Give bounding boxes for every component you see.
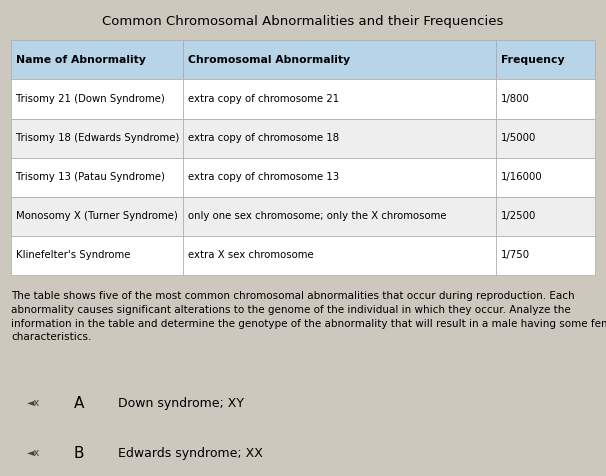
FancyBboxPatch shape [11, 197, 183, 236]
FancyBboxPatch shape [11, 119, 183, 158]
FancyBboxPatch shape [496, 79, 595, 119]
Text: 1/800: 1/800 [501, 94, 530, 104]
FancyBboxPatch shape [183, 158, 496, 197]
Text: 1/750: 1/750 [501, 250, 530, 260]
Text: Edwards syndrome; XX: Edwards syndrome; XX [118, 446, 263, 460]
Text: Monosomy X (Turner Syndrome): Monosomy X (Turner Syndrome) [16, 211, 178, 221]
Text: Frequency: Frequency [501, 55, 564, 65]
Text: Name of Abnormality: Name of Abnormality [16, 55, 145, 65]
Text: only one sex chromosome; only the X chromosome: only one sex chromosome; only the X chro… [188, 211, 447, 221]
Text: Down syndrome; XY: Down syndrome; XY [118, 397, 244, 410]
Text: 1/16000: 1/16000 [501, 172, 542, 182]
FancyBboxPatch shape [496, 236, 595, 275]
FancyBboxPatch shape [11, 79, 183, 119]
Text: 1/2500: 1/2500 [501, 211, 536, 221]
FancyBboxPatch shape [183, 40, 496, 79]
FancyBboxPatch shape [11, 158, 183, 197]
FancyBboxPatch shape [496, 197, 595, 236]
Text: Klinefelter's Syndrome: Klinefelter's Syndrome [16, 250, 130, 260]
Text: ◄x: ◄x [27, 398, 40, 408]
Text: extra copy of chromosome 18: extra copy of chromosome 18 [188, 133, 339, 143]
Text: ◄x: ◄x [27, 448, 40, 458]
FancyBboxPatch shape [183, 197, 496, 236]
Text: Trisomy 18 (Edwards Syndrome): Trisomy 18 (Edwards Syndrome) [16, 133, 179, 143]
Text: extra copy of chromosome 13: extra copy of chromosome 13 [188, 172, 339, 182]
Text: A: A [73, 396, 84, 411]
Text: extra copy of chromosome 21: extra copy of chromosome 21 [188, 94, 339, 104]
Text: B: B [73, 446, 84, 461]
FancyBboxPatch shape [183, 236, 496, 275]
Text: Trisomy 21 (Down Syndrome): Trisomy 21 (Down Syndrome) [16, 94, 165, 104]
Text: Chromosomal Abnormality: Chromosomal Abnormality [188, 55, 350, 65]
FancyBboxPatch shape [496, 119, 595, 158]
Text: The table shows five of the most common chromosomal abnormalities that occur dur: The table shows five of the most common … [11, 291, 606, 342]
Text: Common Chromosomal Abnormalities and their Frequencies: Common Chromosomal Abnormalities and the… [102, 15, 504, 28]
Text: extra X sex chromosome: extra X sex chromosome [188, 250, 314, 260]
Text: Trisomy 13 (Patau Syndrome): Trisomy 13 (Patau Syndrome) [16, 172, 165, 182]
FancyBboxPatch shape [496, 158, 595, 197]
FancyBboxPatch shape [496, 40, 595, 79]
FancyBboxPatch shape [11, 40, 183, 79]
FancyBboxPatch shape [183, 79, 496, 119]
FancyBboxPatch shape [11, 236, 183, 275]
FancyBboxPatch shape [183, 119, 496, 158]
Text: 1/5000: 1/5000 [501, 133, 536, 143]
